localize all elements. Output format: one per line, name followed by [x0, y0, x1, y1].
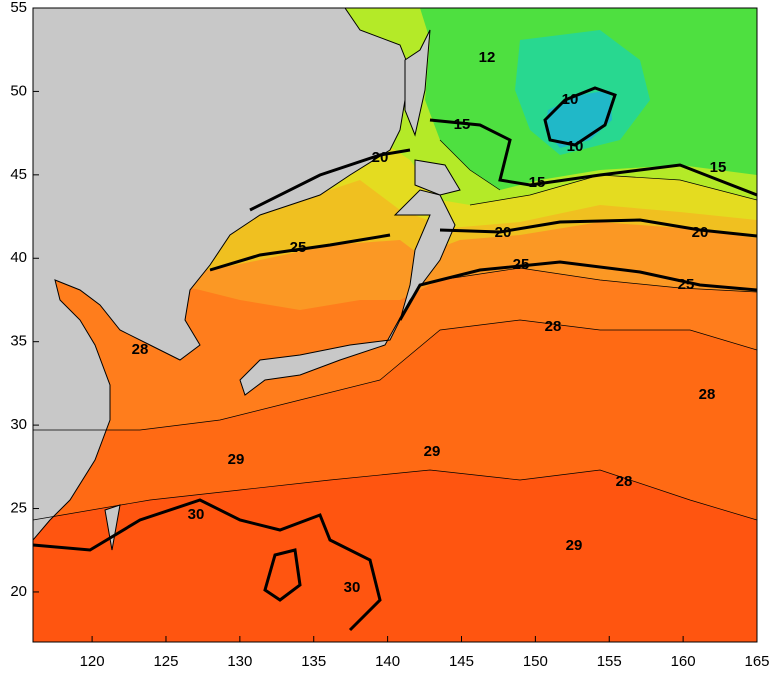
y-tick-label: 35 — [10, 333, 27, 350]
x-tick-label: 125 — [153, 653, 178, 670]
contour-label: 20 — [692, 224, 709, 241]
contour-label: 12 — [479, 49, 496, 66]
contour-label: 20 — [495, 224, 512, 241]
contour-label: 10 — [562, 91, 579, 108]
x-tick-label: 160 — [671, 653, 696, 670]
contour-label: 29 — [228, 451, 245, 468]
contour-label: 15 — [454, 116, 471, 133]
contour-label: 29 — [424, 443, 441, 460]
y-tick-label: 40 — [10, 249, 27, 266]
land — [104, 504, 121, 551]
land — [33, 8, 411, 541]
land — [239, 189, 456, 396]
x-tick-label: 145 — [449, 653, 474, 670]
x-tick-label: 135 — [301, 653, 326, 670]
y-tick-label: 50 — [10, 82, 27, 99]
contour-label: 30 — [188, 506, 205, 523]
y-tick-label: 25 — [10, 499, 27, 516]
contour-label: 10 — [567, 138, 584, 155]
contour-label: 25 — [513, 256, 530, 273]
y-tick-label: 30 — [10, 416, 27, 433]
land — [404, 29, 431, 137]
x-tick-label: 120 — [80, 653, 105, 670]
isotherms — [33, 86, 757, 632]
contour-label: 28 — [132, 341, 149, 358]
contour-label: 28 — [545, 318, 562, 335]
plot-frame — [32, 7, 758, 643]
contour-label: 25 — [290, 239, 307, 256]
isotherms-minor — [33, 139, 757, 521]
axes: 120 125 130 135 140 145 150 155 160 1652025303540… — [10, 0, 769, 670]
x-tick-label: 140 — [375, 653, 400, 670]
contour-label: 29 — [566, 537, 583, 554]
x-tick-label: 155 — [597, 653, 622, 670]
x-tick-label: 150 — [523, 653, 548, 670]
y-tick-label: 55 — [10, 0, 27, 16]
contour-label: 28 — [699, 386, 716, 403]
y-tick-label: 20 — [10, 583, 27, 600]
x-tick-label: 130 — [227, 653, 252, 670]
contour-label: 15 — [529, 174, 546, 191]
x-tick-label: 165 — [744, 653, 769, 670]
contour-label: 20 — [372, 149, 389, 166]
land — [414, 159, 461, 196]
contour-label: 15 — [710, 159, 727, 176]
y-tick-label: 45 — [10, 166, 27, 183]
sst-field — [33, 8, 757, 642]
contour-label: 25 — [678, 276, 695, 293]
contour-label: 30 — [344, 579, 361, 596]
contour-label: 28 — [616, 473, 633, 490]
